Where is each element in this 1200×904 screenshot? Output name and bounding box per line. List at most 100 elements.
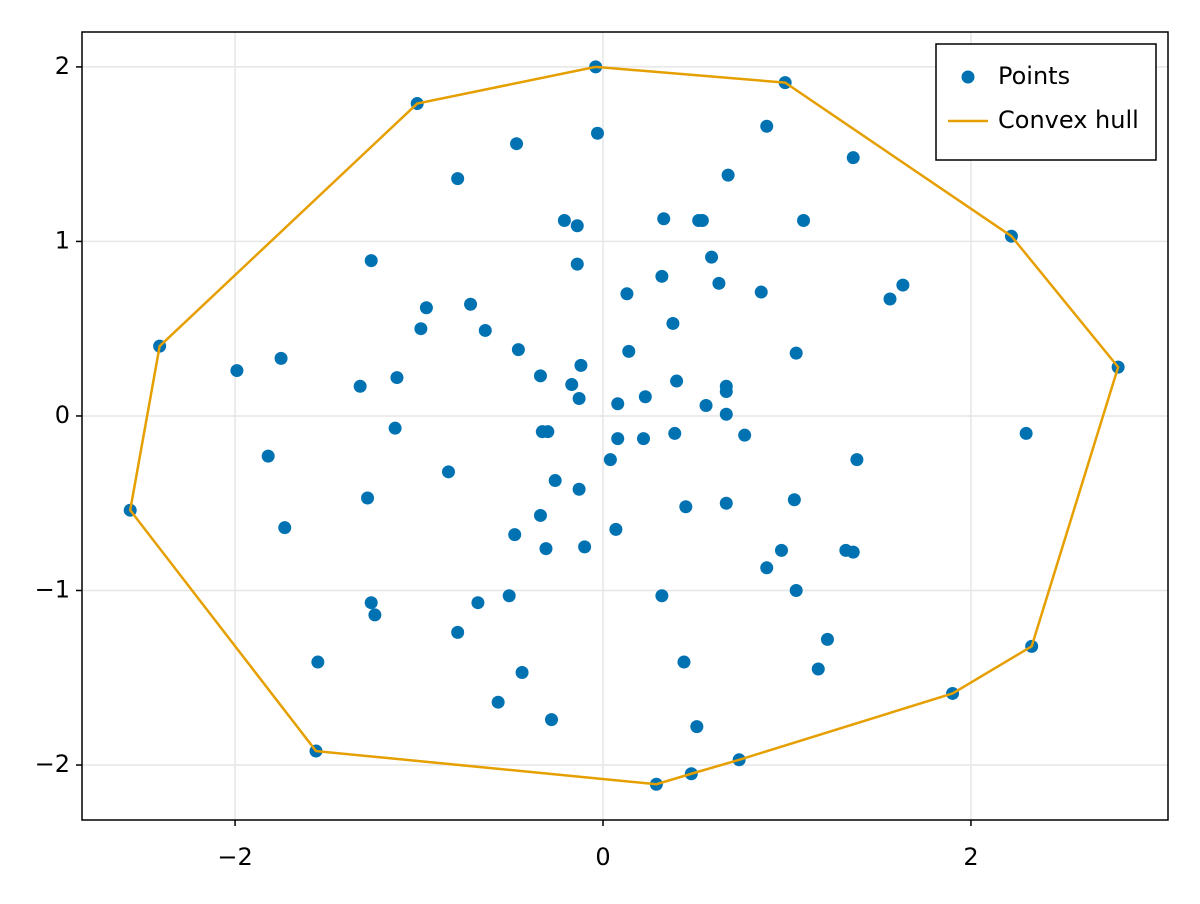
x-tick-label: −2 [217, 843, 252, 871]
point [820, 632, 834, 646]
point [419, 301, 433, 315]
point [789, 583, 803, 597]
y-tick-label: 1 [55, 226, 70, 254]
point [620, 287, 634, 301]
point [451, 172, 465, 186]
point [754, 285, 768, 299]
point [774, 543, 788, 557]
point [738, 428, 752, 442]
point [611, 432, 625, 446]
point [896, 278, 910, 292]
point [390, 371, 404, 385]
point [368, 608, 382, 622]
point [230, 364, 244, 378]
y-tick-label: 2 [55, 52, 70, 80]
point [666, 316, 680, 330]
point [690, 720, 704, 734]
point [787, 493, 801, 507]
legend-box [935, 43, 1157, 161]
point [364, 254, 378, 268]
point [603, 453, 617, 467]
point [471, 596, 485, 610]
point [548, 474, 562, 488]
point [572, 392, 586, 406]
hull-line [128, 65, 1120, 786]
point [760, 561, 774, 575]
point [570, 219, 584, 233]
point [274, 351, 288, 365]
point [539, 542, 553, 556]
point [883, 292, 897, 306]
y-tick-label: −1 [35, 575, 70, 603]
point [565, 378, 579, 392]
point [508, 528, 522, 542]
point [789, 346, 803, 360]
point [636, 432, 650, 446]
point [657, 212, 671, 226]
point [570, 257, 584, 271]
point [705, 250, 719, 264]
plot-frame [81, 31, 1169, 821]
point [719, 496, 733, 510]
point [353, 379, 367, 393]
x-tick-label: 2 [963, 843, 978, 871]
point [846, 151, 860, 165]
point [655, 589, 669, 603]
point [850, 453, 864, 467]
point [811, 662, 825, 676]
point [578, 540, 592, 554]
point [846, 545, 860, 559]
point [478, 323, 492, 337]
point [261, 449, 275, 463]
point [441, 465, 455, 479]
point [451, 625, 465, 639]
point [609, 522, 623, 536]
point [491, 695, 505, 709]
point [557, 213, 571, 227]
point [655, 269, 669, 283]
point [699, 398, 713, 412]
legend: Points Convex hull [935, 43, 1157, 161]
y-tick-label: −2 [35, 750, 70, 778]
point [677, 655, 691, 669]
point [388, 421, 402, 435]
point [679, 500, 693, 514]
legend-label: Points [998, 62, 1070, 90]
point [712, 276, 726, 290]
point [668, 426, 682, 440]
plot-area [82, 32, 1168, 820]
point [464, 297, 478, 311]
legend-label: Convex hull [998, 106, 1139, 134]
point [572, 482, 586, 496]
y-tick-label: 0 [55, 401, 70, 429]
point [719, 407, 733, 421]
point [545, 713, 559, 727]
point [638, 390, 652, 404]
x-tick-label: 0 [595, 843, 610, 871]
point [590, 126, 604, 140]
point [414, 322, 428, 336]
point [611, 397, 625, 411]
point [533, 369, 547, 383]
point [511, 343, 525, 357]
point [502, 589, 516, 603]
point [719, 385, 733, 399]
point [574, 358, 588, 372]
point [670, 374, 684, 388]
point [515, 666, 529, 680]
point [311, 655, 325, 669]
point [622, 344, 636, 358]
point [364, 596, 378, 610]
point [278, 521, 292, 535]
point [721, 168, 735, 182]
point [510, 137, 524, 151]
legend-marker [961, 70, 975, 84]
point [760, 119, 774, 133]
point [533, 508, 547, 522]
point [1019, 426, 1033, 440]
point [541, 425, 555, 439]
point [361, 491, 375, 505]
point [797, 213, 811, 227]
point [695, 213, 709, 227]
